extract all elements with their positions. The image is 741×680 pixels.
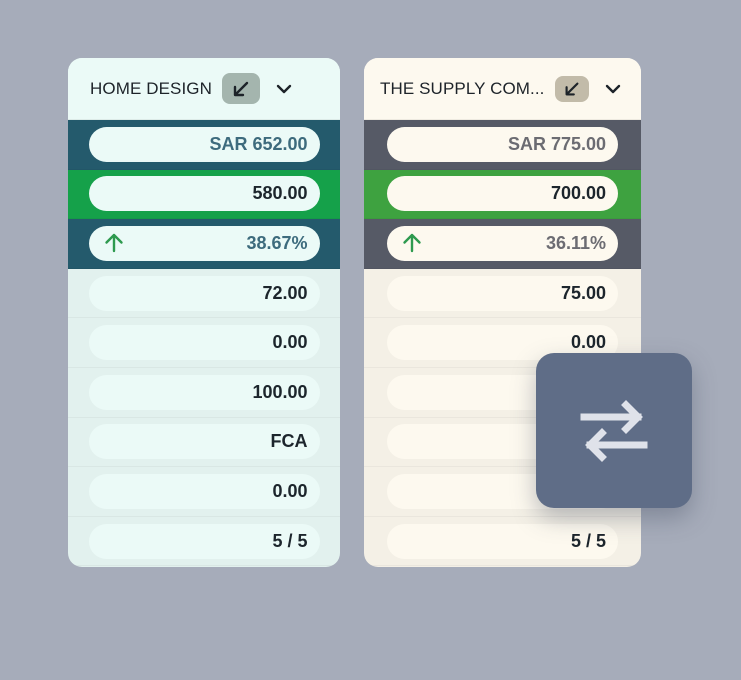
arrow-up-icon (403, 234, 421, 253)
table-row: 75.00 (364, 269, 641, 319)
table-row: 5 / 5 (364, 517, 641, 567)
score-value: 5 / 5 (387, 523, 618, 559)
difference-row: 38.67% (68, 219, 340, 269)
vendor-name: HOME DESIGN (90, 78, 213, 98)
row-value: 100.00 (88, 374, 320, 410)
total-value: 580.00 (88, 176, 320, 212)
price-value: SAR 775.00 (387, 126, 618, 162)
vendor-name: THE SUPPLY COM... (380, 78, 545, 98)
incoterm-value: FCA (88, 424, 320, 460)
arrow-up-icon (104, 234, 123, 253)
collapse-button[interactable] (222, 73, 261, 104)
dropdown-button[interactable] (605, 83, 621, 95)
vendor-card-right: THE SUPPLY COM... SAR 775.00 700.00 36.1… (364, 58, 641, 567)
difference-value: 36.11% (545, 232, 606, 253)
row-value: 75.00 (387, 275, 618, 311)
table-row: 100.00 (68, 368, 340, 418)
difference-value: 38.67% (246, 232, 308, 253)
total-value: 700.00 (387, 176, 618, 212)
chevron-down-icon (276, 84, 292, 93)
table-row: 0.00 (68, 467, 340, 517)
price-row: SAR 775.00 (364, 120, 641, 170)
total-row: 700.00 (364, 169, 641, 220)
swap-arrows-icon (580, 399, 648, 462)
collapse-button[interactable] (554, 75, 589, 102)
swap-button[interactable] (536, 353, 692, 508)
difference-pill: 38.67% (88, 225, 320, 261)
price-row: SAR 652.00 (68, 120, 340, 170)
dropdown-button[interactable] (276, 83, 292, 95)
difference-pill: 36.11% (387, 225, 618, 261)
table-row: 72.00 (68, 269, 340, 319)
card-header: THE SUPPLY COM... (364, 58, 641, 120)
arrow-down-left-icon (233, 81, 249, 96)
difference-row: 36.11% (364, 219, 641, 269)
card-header: HOME DESIGN (68, 58, 340, 120)
total-row: 580.00 (68, 169, 340, 220)
row-value: 72.00 (88, 275, 320, 311)
chevron-down-icon (605, 84, 620, 93)
row-value: 0.00 (88, 325, 320, 361)
score-value: 5 / 5 (88, 523, 320, 559)
price-value: SAR 652.00 (88, 126, 320, 162)
vendor-card-left: HOME DESIGN SAR 652.00 580.00 38.67% 72.… (68, 58, 340, 567)
row-value: 0.00 (88, 473, 320, 509)
table-row: 0.00 (68, 318, 340, 368)
table-row: FCA (68, 418, 340, 468)
table-row: 5 / 5 (68, 517, 340, 567)
arrow-down-left-icon (565, 82, 578, 95)
